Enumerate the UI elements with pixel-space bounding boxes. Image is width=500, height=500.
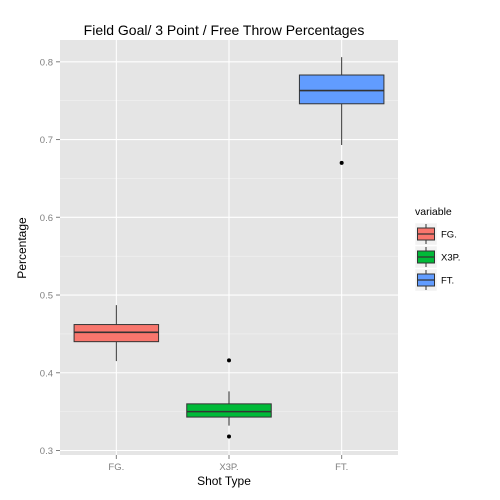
outlier-point [339, 160, 344, 165]
legend: variable FG. X3P. FT. [414, 206, 460, 292]
legend-label: FT. [441, 276, 454, 287]
y-tick-label: 0.7 [40, 135, 53, 146]
legend-title: variable [415, 206, 452, 218]
y-tick-label: 0.5 [40, 291, 53, 302]
box-iqr [298, 74, 385, 105]
y-tick-label: 0.6 [40, 213, 53, 224]
outlier-point [227, 434, 231, 439]
box-ft [298, 57, 385, 165]
outlier-point [227, 358, 231, 363]
box-x3p [186, 358, 272, 439]
chart-title: Field Goal/ 3 Point / Free Throw Percent… [84, 22, 365, 38]
x-tick-label: FT. [335, 462, 348, 473]
legend-entry: FG. [414, 222, 457, 246]
x-tick-label: FG. [108, 462, 124, 473]
y-axis-title: Percentage [15, 217, 29, 279]
box-fg [73, 305, 160, 362]
box-iqr [186, 403, 272, 418]
legend-label: X3P. [441, 253, 460, 264]
y-tick-label: 0.8 [40, 57, 53, 68]
legend-label: FG. [441, 230, 457, 241]
legend-entry: FT. [414, 268, 454, 292]
x-tick-label: X3P. [219, 462, 238, 473]
legend-entry: X3P. [414, 245, 460, 269]
y-tick-label: 0.3 [40, 446, 53, 457]
y-tick-label: 0.4 [40, 368, 53, 379]
x-axis-title: Shot Type [197, 474, 251, 488]
